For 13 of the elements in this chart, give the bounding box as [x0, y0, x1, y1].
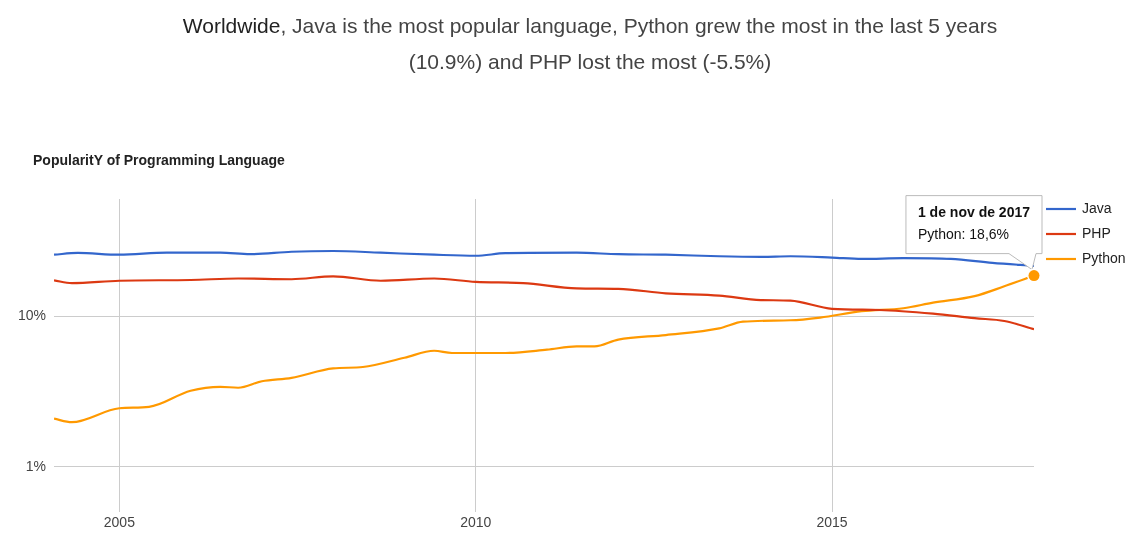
x-tick-label: 2010 [460, 514, 492, 531]
annotation: 1 de nov de 2017 Python: 18,6% [917, 204, 1031, 243]
legend-label: Java [1082, 199, 1112, 216]
x-tick-label: 2005 [103, 514, 136, 531]
chart-title: Worldwide, Java is the most popular language, Python grew the most in the last 5 years (10.9%) and PHP lost the most (-5.5%) [182, 14, 998, 73]
chart-subtitle: PopularitY of Programming Language [33, 152, 285, 168]
y-tick-label: 1% [25, 457, 47, 474]
legend-label: Python [1082, 249, 1126, 266]
line-series [54, 249, 1034, 267]
x-tick-label: 2015 [816, 514, 848, 531]
y-tick-label: 10% [17, 307, 47, 324]
line-series [54, 275, 1034, 331]
legend-label: PHP [1082, 224, 1111, 241]
